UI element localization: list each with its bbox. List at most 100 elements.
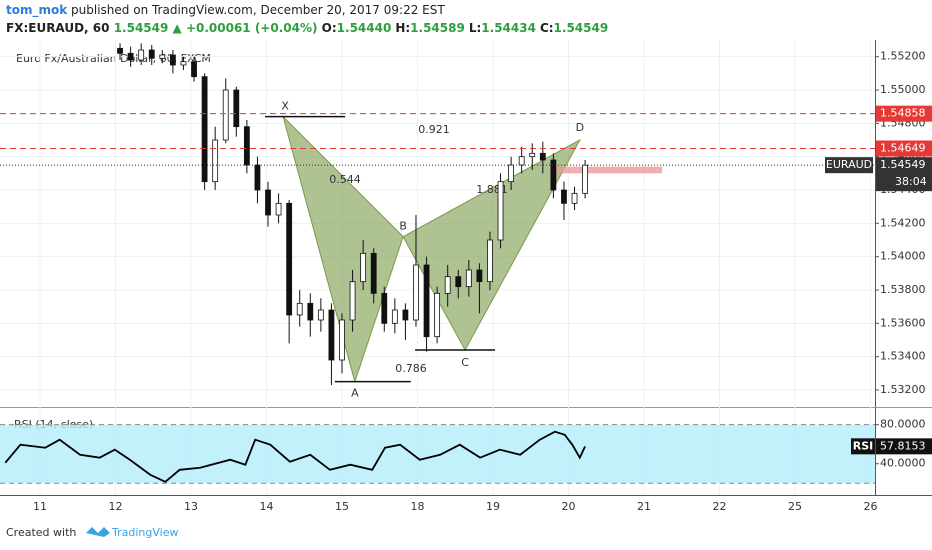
rsi-value: 57.8153 (880, 439, 926, 452)
candle-body (465, 269, 472, 288)
created-with: Created with (6, 526, 76, 539)
candle-body (487, 239, 493, 283)
countdown: 38:04 (895, 175, 927, 188)
y-tick-label: 1.53600 (880, 316, 926, 329)
candle-body (582, 164, 588, 194)
candle-body (370, 252, 377, 294)
candle-body (391, 309, 398, 324)
price-line-label: 1.54858 (880, 107, 926, 120)
candle-body (265, 189, 271, 216)
ohlc-value: 1.54549 (553, 21, 609, 35)
x-tick-label: 14 (260, 500, 274, 513)
y-tick-label: 1.53800 (880, 283, 926, 296)
x-tick-label: 13 (184, 500, 198, 513)
candle-body (402, 309, 409, 321)
ohlc-key: C: (539, 21, 554, 35)
ohlc-key: O: (321, 21, 337, 35)
candle-body (243, 126, 250, 166)
rsi-line (4, 430, 586, 483)
x-tick-label: 26 (863, 500, 877, 513)
ohlc-key: L: (468, 21, 482, 35)
candle-body (296, 302, 303, 316)
y-tick-label: 1.53400 (880, 350, 926, 363)
candle-body (180, 61, 187, 66)
tradingview-logo (86, 527, 110, 537)
rsi-value-bg (876, 438, 932, 455)
ratio-label: 0.544 (329, 173, 361, 186)
ohlc-value: 1.54440 (336, 21, 392, 35)
x-tick-label: 11 (33, 500, 47, 513)
x-tick-label: 12 (109, 500, 123, 513)
price-line-label-bg (876, 140, 932, 157)
current-price-label: 1.54549 (880, 158, 926, 171)
candle-body (518, 156, 525, 166)
candle-body (360, 252, 367, 283)
published: published on TradingView.com, December 2… (71, 3, 445, 17)
candle-body (444, 276, 451, 294)
candle-body (423, 264, 430, 338)
candle-body (169, 54, 176, 66)
brand[interactable]: TradingView (111, 526, 178, 539)
candle-body (455, 276, 462, 288)
candle-body (286, 202, 293, 316)
zone (549, 166, 663, 174)
last: 1.54549 (113, 21, 169, 35)
candle-body (539, 152, 546, 161)
y-tick-label: 1.53200 (880, 383, 926, 396)
x-tick-label: 15 (335, 500, 349, 513)
header-line-1: tom_mok published on TradingView.com, De… (6, 3, 445, 17)
ohlc: O:1.54440 H:1.54589 L:1.54434 C:1.54549 (322, 21, 613, 35)
candle-body (254, 164, 261, 191)
candle-body (138, 49, 145, 61)
ohlc-key: H: (395, 21, 411, 35)
rsi-name-bg (851, 438, 875, 455)
candle-body (476, 269, 483, 283)
candle-body (550, 159, 557, 191)
pattern-point-label: A (351, 387, 359, 400)
candle-body (159, 54, 166, 59)
symbol: FX:EURAUD, 60 (6, 21, 110, 35)
candle-body (117, 47, 123, 54)
candle-body (127, 52, 134, 61)
y-tick-label: 1.55000 (880, 83, 926, 96)
candle-body (339, 319, 345, 361)
pattern-triangle (282, 114, 404, 384)
candle-body (212, 139, 219, 183)
y-tick-label: 1.55200 (880, 50, 926, 63)
price-line-label: 1.54649 (880, 142, 926, 155)
ohlc-value: 1.54589 (410, 21, 465, 35)
pattern-point-label: B (399, 220, 407, 233)
x-tick-label: 19 (486, 500, 500, 513)
candle-body (497, 181, 504, 241)
candle-body (307, 302, 314, 321)
symbol-tag-bg (825, 157, 873, 174)
y-tick-label: 1.54000 (880, 250, 926, 263)
candle-body (191, 61, 197, 78)
header-line-2: FX:EURAUD, 60 1.54549 ▲ +0.00061 (+0.04%… (6, 21, 612, 35)
candle-body (275, 202, 282, 216)
candle-body (434, 292, 441, 338)
price-line-label-bg (876, 105, 932, 122)
x-tick-label: 20 (561, 500, 575, 513)
y-tick-label: 40.0000 (880, 457, 926, 470)
pattern-point-label: X (281, 100, 289, 113)
y-tick-label: 1.54200 (880, 216, 926, 229)
ohlc-value: 1.54434 (481, 21, 536, 35)
x-tick-label: 18 (410, 500, 424, 513)
candle-body (413, 264, 419, 321)
candle-body (529, 152, 536, 158)
author[interactable]: tom_mok (6, 3, 68, 17)
x-tick-label: 22 (712, 500, 726, 513)
rsi-band (0, 424, 875, 484)
candle-body (508, 164, 515, 183)
candle-body (328, 309, 335, 361)
symbol-tag: EURAUD (826, 158, 872, 171)
x-tick-label: 21 (637, 500, 651, 513)
candle-body (222, 89, 229, 141)
y-tick-label: 80.0000 (880, 418, 926, 431)
candle-body (233, 89, 240, 128)
ratio-label: 0.786 (395, 362, 427, 375)
candle-body (561, 189, 567, 204)
